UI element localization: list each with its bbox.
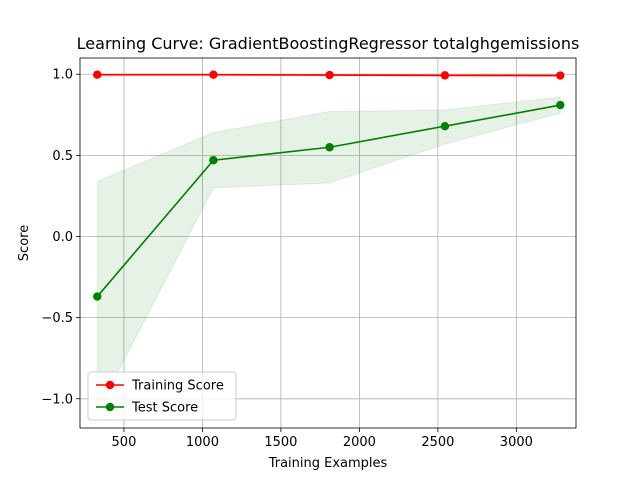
x-tick-label: 1500 — [264, 435, 297, 450]
data-point — [209, 70, 218, 79]
data-point — [325, 70, 334, 80]
data-point — [93, 70, 102, 79]
data-point — [440, 121, 450, 131]
score-band — [96, 96, 561, 413]
x-tick-label: 3000 — [500, 435, 533, 450]
y-tick-label: 1.0 — [52, 68, 73, 83]
y-axis-ticks: −1.0 −0.5 0.0 0.5 1.0 — [41, 68, 80, 407]
chart-title: Learning Curve: GradientBoostingRegresso… — [77, 34, 580, 53]
y-tick-label: −0.5 — [41, 311, 73, 326]
x-axis-ticks: 500 1000 1500 2000 2500 3000 — [112, 428, 533, 450]
legend-marker — [105, 402, 115, 412]
x-tick-label: 1000 — [186, 435, 219, 450]
legend-label: Training Score — [131, 379, 224, 394]
legend: Training Score Test Score — [87, 371, 237, 421]
x-tick-label: 500 — [112, 435, 137, 450]
y-axis-label: Score — [17, 225, 32, 261]
series-points — [93, 70, 565, 301]
x-axis-label: Training Examples — [268, 456, 388, 471]
plot-frame — [79, 57, 577, 429]
data-point — [556, 71, 565, 80]
data-point — [209, 156, 218, 165]
data-point — [325, 143, 334, 152]
x-tick-label: 2000 — [343, 435, 376, 450]
y-tick-label: 0.0 — [52, 230, 73, 245]
data-point — [93, 292, 102, 301]
data-point — [556, 100, 565, 110]
legend-label: Test Score — [131, 401, 198, 416]
legend-marker — [105, 380, 115, 390]
data-point — [440, 71, 450, 80]
x-tick-label: 2500 — [421, 435, 454, 450]
y-tick-label: 0.5 — [52, 149, 73, 164]
legend-box — [87, 371, 237, 421]
y-tick-label: −1.0 — [41, 392, 73, 407]
